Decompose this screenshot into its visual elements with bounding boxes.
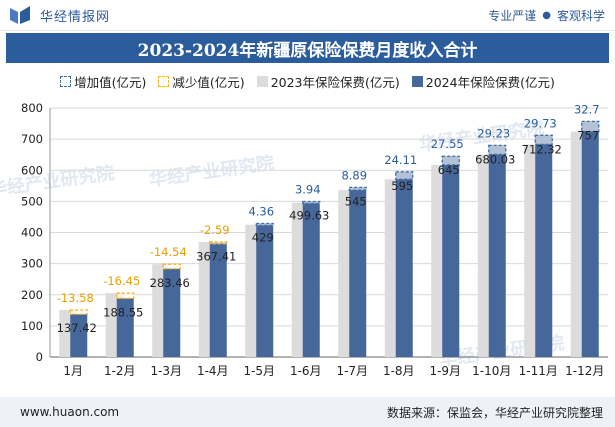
tagline-right: 客观科学 xyxy=(556,8,605,23)
xtick-label-4: 1-5月 xyxy=(243,364,275,378)
legend-2024-swatch xyxy=(411,76,423,87)
decrease-box-2 xyxy=(162,263,181,270)
legend-increase: 增加值(亿元) xyxy=(60,72,146,91)
increase-box-10 xyxy=(534,134,553,146)
increase-box-5 xyxy=(302,200,321,205)
bar-2024-10 xyxy=(535,135,553,357)
xtick-label-5: 1-6月 xyxy=(290,364,322,378)
legend-increase-swatch xyxy=(60,76,72,87)
legend-2024-label: 2024年保险保费(亿元) xyxy=(425,75,555,90)
top-bar: 华经情报网 专业严谨 ● 客观科学 xyxy=(0,0,615,31)
watermark-3: 华经产业研究院 xyxy=(0,162,115,201)
legend-decrease-label: 减少值(亿元) xyxy=(172,75,245,90)
change-label-2: -14.54 xyxy=(150,245,187,259)
bar-chart: 华经产业研究院华经产业研究院华经产业研究院华经产业研究院010020030040… xyxy=(0,101,608,378)
xtick-label-0: 1月 xyxy=(63,364,83,378)
legend-increase-label: 增加值(亿元) xyxy=(74,75,147,90)
increase-box-7 xyxy=(395,171,414,180)
bullet-icon: ● xyxy=(542,9,551,21)
ytick-label-700: 700 xyxy=(21,132,43,146)
increase-box-11 xyxy=(581,120,600,133)
value-label-2024-6: 545 xyxy=(345,194,367,208)
change-label-11: 32.7 xyxy=(574,102,600,116)
bar-2024-5 xyxy=(302,201,320,357)
increase-box-4 xyxy=(255,222,274,227)
change-label-10: 29.73 xyxy=(524,116,557,130)
xtick-label-6: 1-7月 xyxy=(336,364,368,378)
change-label-8: 27.55 xyxy=(431,137,464,151)
value-label-2024-2: 283.46 xyxy=(150,276,190,290)
legend-2023: 2023年保险保费(亿元) xyxy=(256,72,400,91)
change-label-9: 29.23 xyxy=(477,126,510,140)
watermark-0: 华经产业研究院 xyxy=(148,152,276,191)
value-label-2024-9: 680.03 xyxy=(475,152,515,166)
legend-2024: 2024年保险保费(亿元) xyxy=(411,72,555,91)
bar-2024-7 xyxy=(395,171,413,357)
ytick-label-600: 600 xyxy=(21,163,43,177)
increase-box-8 xyxy=(441,155,460,166)
value-label-2024-10: 712.32 xyxy=(522,142,562,156)
brand-name: 华经情报网 xyxy=(40,9,111,25)
change-label-0: -13.58 xyxy=(57,291,94,305)
bar-2024-11 xyxy=(581,121,599,357)
legend-2023-swatch xyxy=(256,76,268,87)
bar-2024-9 xyxy=(488,145,506,357)
value-label-2024-7: 595 xyxy=(391,179,413,193)
bar-2024-8 xyxy=(442,156,460,357)
decrease-box-1 xyxy=(116,292,135,299)
xtick-label-3: 1-4月 xyxy=(197,364,229,378)
xtick-label-7: 1-8月 xyxy=(383,364,415,378)
value-label-2024-11: 757 xyxy=(577,128,599,142)
logo-icon xyxy=(10,6,30,24)
bar-2024-2 xyxy=(163,268,181,357)
xtick-label-8: 1-9月 xyxy=(429,364,461,378)
xtick-label-10: 1-11月 xyxy=(519,364,558,378)
footer-url: www.huaon.com xyxy=(20,405,120,419)
value-label-2024-3: 367.41 xyxy=(196,250,236,264)
value-label-2024-8: 645 xyxy=(438,163,460,177)
footer-source: 数据来源：保监会，华经产业研究院整理 xyxy=(386,405,603,420)
bar-2024-4 xyxy=(256,223,274,357)
tagline: 专业严谨 ● 客观科学 xyxy=(488,7,615,24)
ytick-label-0: 0 xyxy=(36,350,43,364)
bar-2024-1 xyxy=(116,298,134,357)
ytick-label-200: 200 xyxy=(21,288,43,302)
bar-2024-0 xyxy=(70,314,88,357)
legend-decrease-swatch xyxy=(158,76,170,87)
ytick-label-400: 400 xyxy=(21,226,43,240)
xtick-label-9: 1-10月 xyxy=(472,364,511,378)
change-label-5: 3.94 xyxy=(295,182,321,196)
footer: www.huaon.com 数据来源：保监会，华经产业研究院整理 xyxy=(0,397,615,427)
ytick-label-500: 500 xyxy=(21,194,43,208)
legend-2023-label: 2023年保险保费(亿元) xyxy=(270,75,400,90)
change-label-7: 24.11 xyxy=(384,153,417,167)
xtick-label-11: 1-12月 xyxy=(565,364,604,378)
ytick-label-100: 100 xyxy=(21,319,43,333)
change-label-4: 4.36 xyxy=(248,204,274,218)
value-label-2024-0: 137.42 xyxy=(57,321,97,335)
legend-decrease: 减少值(亿元) xyxy=(158,72,245,91)
increase-box-9 xyxy=(488,144,507,156)
xtick-label-1: 1-2月 xyxy=(104,364,136,378)
chart-title: 2023-2024年新疆原保险保费月度收入合计 xyxy=(6,33,609,63)
change-label-6: 8.89 xyxy=(341,168,367,182)
value-label-2024-1: 188.55 xyxy=(103,305,143,319)
decrease-box-0 xyxy=(69,309,88,315)
decrease-box-3 xyxy=(209,241,228,245)
change-label-3: -2.59 xyxy=(200,223,230,237)
ytick-label-300: 300 xyxy=(21,257,43,271)
value-label-2024-4: 429 xyxy=(252,230,274,244)
xtick-label-2: 1-3月 xyxy=(150,364,182,378)
ytick-label-800: 800 xyxy=(21,101,43,115)
brand: 华经情报网 xyxy=(0,4,110,26)
bar-2024-3 xyxy=(209,242,227,357)
change-label-1: -16.45 xyxy=(103,274,140,288)
tagline-left: 专业严谨 xyxy=(488,8,537,23)
chart-legend: 增加值(亿元) 减少值(亿元) 2023年保险保费(亿元) 2024年保险保费(… xyxy=(0,72,615,91)
bar-2024-6 xyxy=(349,187,367,357)
value-label-2024-5: 499.63 xyxy=(289,208,329,222)
increase-box-6 xyxy=(348,186,367,191)
